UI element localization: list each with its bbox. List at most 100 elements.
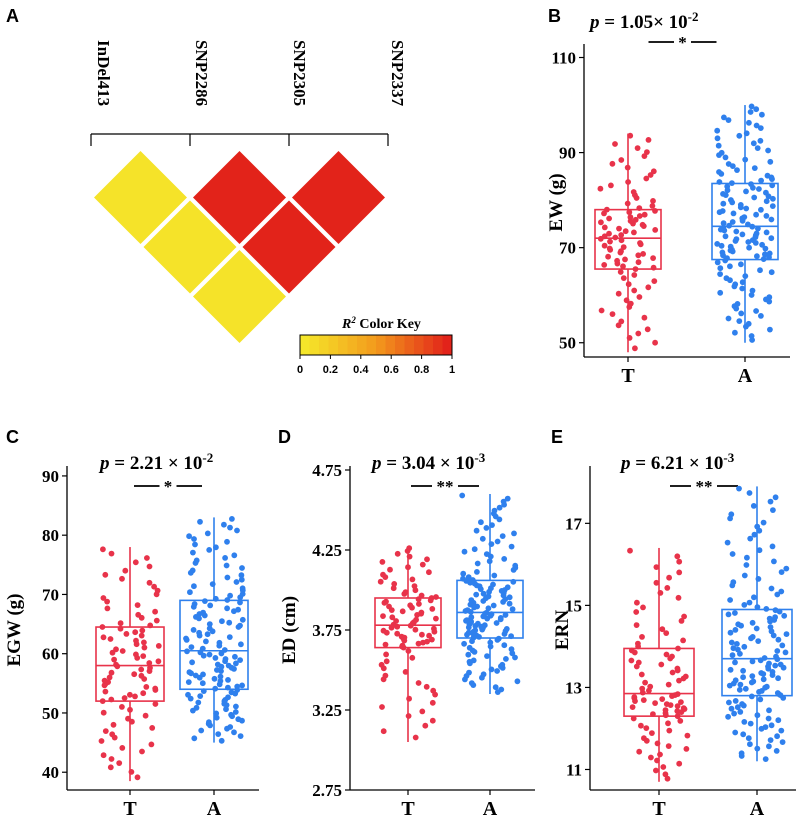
data-point (492, 684, 499, 691)
data-point (753, 308, 759, 314)
data-point (465, 629, 472, 636)
data-point (100, 634, 107, 641)
data-point (459, 492, 466, 499)
data-point (750, 140, 757, 147)
data-point (634, 145, 641, 152)
p-exponent: -3 (474, 450, 485, 465)
color-key-swatch (414, 335, 424, 355)
data-point (508, 543, 515, 550)
data-point (206, 625, 213, 632)
y-tick-label: 90 (559, 144, 576, 163)
data-point (719, 208, 726, 214)
data-point (200, 671, 206, 678)
data-point (741, 572, 748, 579)
data-point (239, 565, 245, 571)
data-point (753, 122, 760, 129)
data-point (405, 564, 411, 571)
data-point (664, 585, 671, 591)
data-point (466, 644, 473, 651)
data-point (235, 606, 242, 613)
data-point (723, 275, 730, 282)
data-point (119, 704, 125, 710)
data-point (109, 731, 116, 738)
data-point (119, 648, 126, 654)
color-key-swatch (328, 335, 339, 355)
data-point (742, 273, 749, 279)
data-point (152, 685, 159, 692)
data-point (143, 684, 150, 690)
p-symbol: p (588, 12, 600, 33)
data-point (750, 503, 757, 509)
data-point (406, 553, 413, 560)
data-point (511, 530, 517, 537)
data-point (720, 191, 726, 197)
data-point (419, 561, 426, 568)
data-point (654, 740, 661, 747)
data-point (418, 609, 425, 616)
data-point (767, 737, 774, 743)
data-point (394, 550, 401, 557)
data-point (509, 606, 516, 613)
data-point (727, 629, 734, 636)
data-point (206, 621, 213, 627)
data-point (409, 576, 416, 583)
data-point (730, 579, 737, 586)
data-point (725, 117, 732, 123)
significance-marker: * (164, 477, 173, 496)
data-point (717, 289, 724, 296)
data-point (227, 524, 233, 531)
data-point (635, 259, 642, 266)
data-point (155, 643, 162, 649)
data-point (206, 547, 213, 553)
data-point (677, 718, 684, 724)
box-a (711, 182, 779, 261)
data-point (380, 728, 387, 735)
data-point (736, 686, 743, 693)
p-exponent: -3 (723, 450, 734, 465)
data-point (735, 621, 742, 628)
p-base: 10 (183, 453, 202, 474)
data-point (727, 597, 733, 603)
data-point (747, 535, 754, 542)
data-point (779, 642, 786, 649)
data-point (503, 626, 510, 632)
color-key-swatch (433, 335, 443, 355)
data-point (733, 236, 740, 243)
data-point (151, 583, 158, 590)
data-point (634, 599, 640, 606)
data-point (412, 734, 419, 741)
x-tick-label-a: A (750, 798, 765, 820)
data-point (382, 641, 389, 648)
data-point (142, 712, 149, 719)
data-point (738, 310, 745, 317)
data-point (733, 228, 740, 235)
data-point (625, 179, 631, 185)
data-point (730, 210, 737, 217)
data-point (639, 221, 646, 228)
data-point (732, 677, 739, 684)
data-point (769, 543, 776, 550)
data-point (657, 751, 663, 758)
data-point (606, 245, 613, 252)
data-point (464, 607, 471, 613)
x-tick-label-a: A (738, 365, 753, 387)
data-point (749, 658, 756, 665)
data-point (125, 715, 131, 722)
data-point (630, 189, 637, 195)
data-point (209, 581, 216, 587)
data-point (653, 564, 660, 570)
data-point (660, 764, 667, 770)
data-point (618, 318, 625, 325)
data-point (725, 713, 731, 720)
data-point (775, 636, 782, 643)
y-tick-label: 40 (42, 763, 59, 782)
data-point (658, 661, 665, 668)
data-point (466, 669, 472, 676)
data-point (635, 252, 642, 259)
data-point (383, 598, 389, 605)
data-point (155, 658, 162, 665)
y-axis-label: EW (g) (546, 173, 567, 231)
data-point (627, 300, 634, 307)
data-point (774, 648, 781, 654)
data-point (618, 157, 625, 163)
